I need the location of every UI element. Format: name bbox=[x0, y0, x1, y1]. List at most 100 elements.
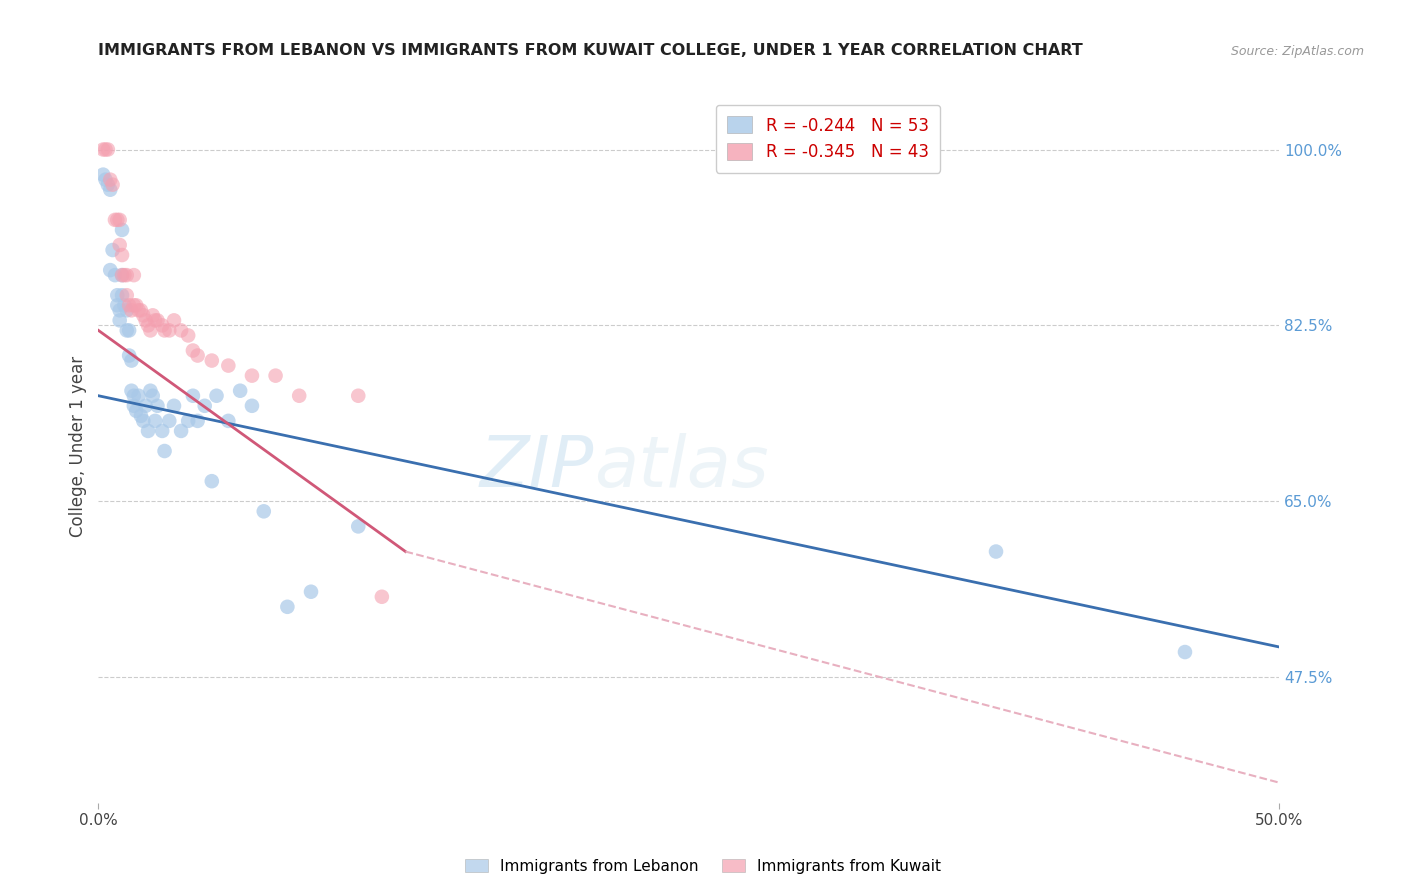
Point bbox=[128, 303, 150, 318]
Point bbox=[187, 414, 209, 428]
Point bbox=[122, 399, 145, 413]
Point bbox=[98, 263, 121, 277]
Point bbox=[142, 309, 165, 323]
Point bbox=[132, 309, 155, 323]
Point bbox=[157, 323, 180, 337]
Point bbox=[170, 323, 193, 337]
Text: atlas: atlas bbox=[595, 433, 769, 502]
Point bbox=[121, 303, 143, 318]
Legend: R = -0.244   N = 53, R = -0.345   N = 43: R = -0.244 N = 53, R = -0.345 N = 43 bbox=[716, 104, 941, 173]
Point bbox=[205, 389, 228, 403]
Point bbox=[135, 399, 157, 413]
Point bbox=[217, 414, 239, 428]
Point bbox=[112, 298, 135, 312]
Point bbox=[371, 590, 394, 604]
Point bbox=[122, 268, 145, 282]
Point bbox=[136, 424, 159, 438]
Point bbox=[104, 268, 127, 282]
Point bbox=[253, 504, 276, 518]
Point bbox=[201, 353, 224, 368]
Point bbox=[97, 178, 120, 192]
Point bbox=[91, 143, 114, 157]
Point bbox=[98, 183, 121, 197]
Point bbox=[153, 444, 176, 458]
Point bbox=[177, 414, 200, 428]
Point bbox=[139, 384, 162, 398]
Point bbox=[105, 288, 128, 302]
Point bbox=[98, 172, 121, 186]
Point bbox=[111, 223, 134, 237]
Point bbox=[347, 519, 370, 533]
Text: IMMIGRANTS FROM LEBANON VS IMMIGRANTS FROM KUWAIT COLLEGE, UNDER 1 YEAR CORRELAT: IMMIGRANTS FROM LEBANON VS IMMIGRANTS FR… bbox=[98, 43, 1083, 58]
Point bbox=[118, 323, 141, 337]
Point bbox=[108, 212, 131, 227]
Point bbox=[101, 178, 124, 192]
Point bbox=[146, 313, 169, 327]
Point bbox=[194, 399, 217, 413]
Point bbox=[201, 474, 224, 488]
Point bbox=[118, 349, 141, 363]
Point bbox=[150, 424, 173, 438]
Point bbox=[115, 323, 138, 337]
Point bbox=[115, 288, 138, 302]
Point bbox=[129, 303, 152, 318]
Y-axis label: College, Under 1 year: College, Under 1 year bbox=[69, 355, 87, 537]
Point bbox=[157, 414, 180, 428]
Point bbox=[125, 404, 148, 418]
Point bbox=[276, 599, 298, 614]
Point bbox=[143, 313, 166, 327]
Point bbox=[347, 389, 370, 403]
Point bbox=[111, 248, 134, 262]
Text: Source: ZipAtlas.com: Source: ZipAtlas.com bbox=[1230, 45, 1364, 58]
Legend: Immigrants from Lebanon, Immigrants from Kuwait: Immigrants from Lebanon, Immigrants from… bbox=[458, 853, 948, 880]
Point bbox=[229, 384, 252, 398]
Point bbox=[177, 328, 200, 343]
Point bbox=[142, 389, 165, 403]
Point bbox=[128, 389, 150, 403]
Point bbox=[299, 584, 322, 599]
Point bbox=[97, 143, 120, 157]
Point bbox=[984, 544, 1007, 558]
Point bbox=[170, 424, 193, 438]
Point bbox=[163, 399, 186, 413]
Point bbox=[139, 323, 162, 337]
Point bbox=[105, 212, 128, 227]
Point bbox=[115, 303, 138, 318]
Point bbox=[143, 414, 166, 428]
Point bbox=[181, 343, 204, 358]
Point bbox=[122, 298, 145, 312]
Point bbox=[104, 212, 127, 227]
Point bbox=[264, 368, 287, 383]
Point bbox=[122, 389, 145, 403]
Point bbox=[91, 168, 114, 182]
Point bbox=[125, 298, 148, 312]
Point bbox=[187, 349, 209, 363]
Point bbox=[217, 359, 239, 373]
Point bbox=[150, 318, 173, 333]
Point bbox=[121, 353, 143, 368]
Point bbox=[240, 399, 263, 413]
Point bbox=[105, 298, 128, 312]
Point bbox=[135, 313, 157, 327]
Point bbox=[288, 389, 311, 403]
Text: ZIP: ZIP bbox=[479, 433, 595, 502]
Point bbox=[132, 414, 155, 428]
Point bbox=[112, 268, 135, 282]
Point bbox=[146, 399, 169, 413]
Point bbox=[94, 172, 117, 186]
Point bbox=[1174, 645, 1197, 659]
Point bbox=[111, 268, 134, 282]
Point bbox=[118, 298, 141, 312]
Point bbox=[111, 268, 134, 282]
Point bbox=[101, 243, 124, 257]
Point bbox=[129, 409, 152, 423]
Point bbox=[181, 389, 204, 403]
Point bbox=[115, 268, 138, 282]
Point bbox=[108, 238, 131, 252]
Point bbox=[111, 288, 134, 302]
Point bbox=[108, 303, 131, 318]
Point bbox=[153, 323, 176, 337]
Point bbox=[240, 368, 263, 383]
Point bbox=[136, 318, 159, 333]
Point bbox=[94, 143, 117, 157]
